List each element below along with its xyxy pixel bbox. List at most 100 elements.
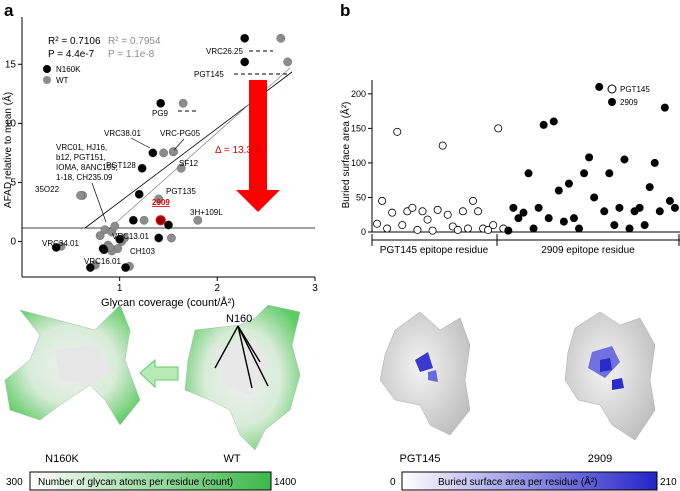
b-point-2909 bbox=[615, 203, 624, 212]
b-point-2909 bbox=[600, 207, 609, 216]
b-point-2909 bbox=[519, 208, 528, 217]
b-point-2909 bbox=[544, 214, 553, 223]
colorbar-left-label: Number of glycan atoms per residue (coun… bbox=[38, 477, 233, 488]
pgt145-structure bbox=[379, 311, 471, 436]
b-ytick-label: 50 bbox=[356, 192, 366, 202]
b-point-pgt145 bbox=[468, 196, 477, 205]
b-point-pgt145 bbox=[494, 124, 503, 133]
a-point-n160k bbox=[240, 33, 250, 43]
a-label-pg9: PG9 bbox=[152, 109, 169, 118]
colorbar-right-max: 210 bbox=[660, 477, 677, 488]
b-point-pgt145 bbox=[453, 225, 462, 234]
b-point-2909 bbox=[509, 203, 518, 212]
b-point-pgt145 bbox=[393, 127, 402, 136]
b-point-2909 bbox=[580, 169, 589, 178]
colorbar-left-max: 1400 bbox=[274, 477, 297, 488]
a-r2-wt: R² = 0.7954 bbox=[108, 36, 161, 47]
b-point-pgt145 bbox=[443, 210, 452, 219]
b-point-2909 bbox=[559, 217, 568, 226]
a-point-other bbox=[95, 231, 105, 240]
b-point-pgt145 bbox=[438, 141, 447, 150]
b-point-2909 bbox=[660, 103, 669, 112]
a-label-35o22: 35O22 bbox=[35, 185, 60, 194]
a-point-wt bbox=[283, 57, 293, 67]
a-point-wt bbox=[276, 33, 286, 43]
b-point-2909 bbox=[554, 186, 563, 195]
b-point-2909 bbox=[595, 82, 604, 91]
b-point-pgt145 bbox=[433, 205, 442, 214]
a-point-wt bbox=[193, 215, 203, 225]
b-point-2909 bbox=[529, 224, 538, 233]
a-ytick-label: 10 bbox=[5, 118, 17, 129]
a-point-n160k bbox=[156, 98, 166, 108]
a-point-n160k bbox=[51, 243, 61, 252]
a-delta-arrow-head bbox=[236, 190, 280, 212]
b-group-pgt145: PGT145 epitope residue bbox=[380, 245, 489, 256]
b-point-2909 bbox=[620, 155, 629, 164]
b-point-pgt145 bbox=[463, 224, 472, 233]
a-label-3h109l: 3H+109L bbox=[190, 208, 223, 217]
colorbar-right-min: 0 bbox=[390, 477, 396, 488]
a-label-pgt145: PGT145 bbox=[194, 70, 224, 79]
a-leader-vrcpg05 bbox=[173, 138, 185, 151]
b-point-2909 bbox=[655, 207, 664, 216]
a-r2-n160k: R² = 0.7106 bbox=[48, 36, 101, 47]
a-p-wt: P = 1.1e-8 bbox=[108, 49, 155, 60]
b-point-pgt145 bbox=[378, 196, 387, 205]
wt-caption: WT bbox=[223, 453, 240, 465]
b-point-2909 bbox=[625, 224, 634, 233]
b-ytick-label: 150 bbox=[351, 123, 366, 133]
a-label-group-1: VRC01, HJ16, bbox=[56, 143, 107, 152]
a-xtick-label: 3 bbox=[312, 283, 318, 294]
b-point-2909 bbox=[670, 203, 679, 212]
a-point-n160k bbox=[128, 215, 138, 225]
a-delta-arrow-shaft bbox=[249, 80, 267, 192]
pgt145-caption: PGT145 bbox=[400, 453, 441, 465]
b-point-pgt145 bbox=[484, 225, 493, 234]
b-point-2909 bbox=[539, 120, 548, 129]
b-point-pgt145 bbox=[398, 221, 407, 230]
a-legend-n160k-marker bbox=[43, 65, 51, 73]
wt-structure bbox=[184, 304, 301, 451]
a-label-sf12: SF12 bbox=[179, 159, 199, 168]
a-point-wt bbox=[139, 215, 149, 225]
b-point-pgt145 bbox=[428, 226, 437, 235]
b-legend-2909: 2909 bbox=[620, 98, 638, 107]
a-point-wt bbox=[167, 233, 176, 243]
caption-2909: 2909 bbox=[588, 453, 612, 465]
a-point-n160k bbox=[154, 233, 164, 243]
b-point-2909 bbox=[640, 221, 649, 230]
a-ytick-label: 15 bbox=[5, 59, 17, 70]
n160k-caption: N160K bbox=[45, 453, 79, 465]
a-point-wt bbox=[169, 147, 178, 157]
a-point-other bbox=[110, 221, 120, 231]
a-label-group-2: b12, PGT151, bbox=[56, 153, 106, 162]
a-p-n160k: P = 4.4e-7 bbox=[48, 49, 95, 60]
a-label-vrc26: VRC26.25 bbox=[206, 47, 243, 56]
b-point-2909 bbox=[564, 179, 573, 188]
b-y-label: Buried surface area (Å²) bbox=[339, 102, 352, 209]
a-xtick-label: 2 bbox=[215, 283, 221, 294]
a-xtick-label: 1 bbox=[117, 283, 123, 294]
b-point-2909 bbox=[635, 203, 644, 212]
a-leader-group bbox=[91, 182, 107, 223]
panel-b-chart: 0 50 100 150 200 Buried surface area (Å²) PG… bbox=[339, 80, 680, 256]
colorbar-blue-fill bbox=[401, 471, 658, 491]
b-ytick-label: 0 bbox=[361, 227, 366, 237]
a-y-label: AFAD relative to mean (Å) bbox=[1, 92, 14, 208]
a-point-n160k bbox=[98, 244, 108, 253]
wt-to-n160k-arrow bbox=[139, 358, 179, 389]
a-point-other bbox=[159, 148, 168, 158]
a-label-vrc13: VRC13.01 bbox=[112, 232, 149, 241]
a-label-vrc34: VRC34.01 bbox=[42, 239, 79, 248]
b-group-2909: 2909 epitope residue bbox=[541, 245, 635, 256]
colorbar-green-fill bbox=[29, 471, 272, 491]
a-label-ch103: CH103 bbox=[130, 247, 155, 256]
b-point-pgt145 bbox=[408, 203, 417, 212]
n160-arrows bbox=[214, 325, 269, 389]
b-point-2909 bbox=[650, 158, 659, 167]
a-point-n160k bbox=[134, 189, 144, 199]
a-point-2909-highlight bbox=[155, 215, 166, 226]
a-point-n160k bbox=[121, 263, 130, 272]
b-point-2909 bbox=[504, 226, 513, 235]
